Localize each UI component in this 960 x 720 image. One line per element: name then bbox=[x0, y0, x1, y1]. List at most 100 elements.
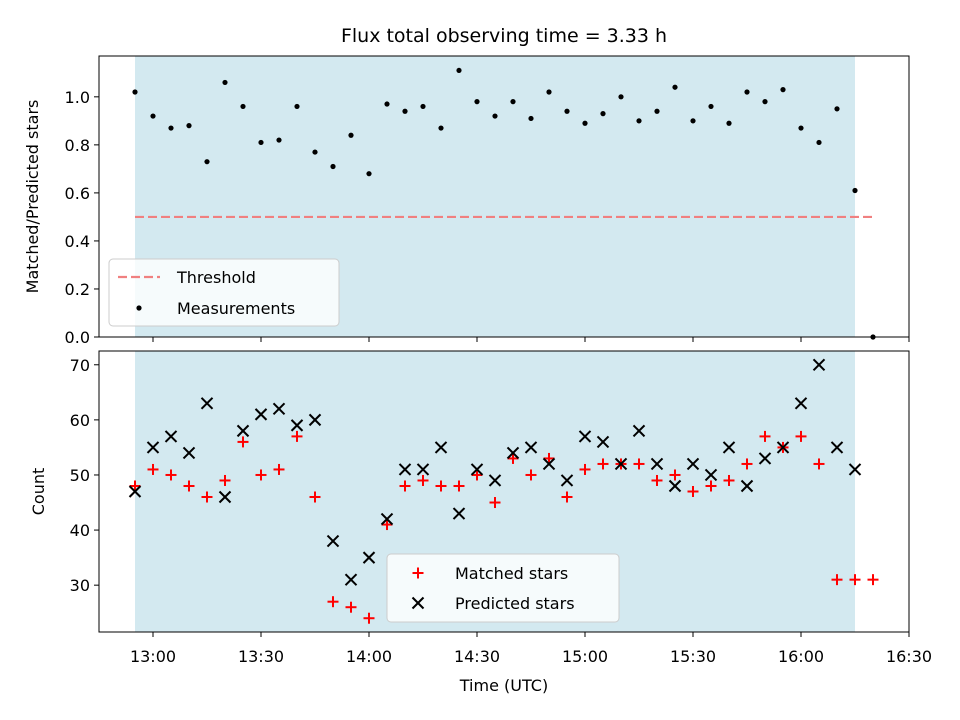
cross-b bbox=[668, 479, 682, 493]
measurement-point bbox=[420, 103, 426, 110]
measurement-point bbox=[726, 120, 732, 126]
cross-b bbox=[596, 435, 610, 449]
top-plot-frame bbox=[98, 55, 910, 338]
legend-predicted-swatch bbox=[411, 596, 425, 610]
cross-b bbox=[362, 551, 376, 564]
cross-b bbox=[146, 441, 160, 454]
measurement-point bbox=[852, 187, 858, 194]
predicted-star-point bbox=[524, 441, 538, 454]
predicted-star-point bbox=[218, 490, 232, 504]
measurement-point bbox=[564, 108, 570, 114]
legend-plus-marker bbox=[412, 567, 424, 579]
cross-b bbox=[488, 474, 502, 487]
matched-star-point bbox=[453, 480, 465, 492]
matched-star-point bbox=[669, 469, 681, 481]
measurement-point bbox=[168, 125, 174, 131]
predicted-star-point bbox=[650, 457, 664, 471]
matched-star-point bbox=[795, 430, 807, 442]
matched-star-point bbox=[867, 574, 879, 586]
measurement-point bbox=[132, 89, 138, 95]
predicted-star-point bbox=[560, 474, 574, 487]
cross-b bbox=[794, 397, 808, 410]
top-panel: Flux total observing time = 3.33 h Match… bbox=[23, 25, 910, 347]
cross-b bbox=[542, 457, 556, 471]
matched-star-point bbox=[525, 469, 537, 481]
matched-star-point bbox=[507, 452, 519, 464]
measurement-point bbox=[618, 94, 624, 100]
matched-star-point bbox=[579, 463, 591, 475]
matched-star-point bbox=[831, 574, 843, 586]
top-y-tick-label: 0.4 bbox=[65, 232, 90, 251]
bottom-y-tick-label: 30 bbox=[70, 576, 90, 595]
measurement-point bbox=[600, 111, 606, 117]
matched-star-point bbox=[273, 463, 285, 475]
predicted-star-point bbox=[596, 435, 610, 449]
predicted-stars-series bbox=[128, 358, 862, 586]
cross-b bbox=[650, 457, 664, 471]
x-tick-label: 15:00 bbox=[562, 647, 608, 666]
top-y-axis: 0.0 0.2 0.4 0.6 0.8 1.0 bbox=[65, 88, 99, 347]
top-y-tick-label: 0.6 bbox=[65, 184, 90, 203]
cross-b bbox=[411, 596, 425, 610]
cross-b bbox=[812, 358, 826, 371]
cross-b bbox=[776, 441, 790, 454]
measurement-point bbox=[708, 103, 714, 110]
top-y-tick-label: 0.0 bbox=[65, 328, 90, 347]
predicted-star-point bbox=[200, 397, 214, 410]
matched-star-point bbox=[489, 497, 501, 509]
predicted-star-point bbox=[686, 457, 700, 471]
matched-star-point bbox=[183, 480, 195, 492]
predicted-star-point bbox=[758, 452, 772, 465]
measurement-point bbox=[762, 99, 768, 105]
legend-predicted-label: Predicted stars bbox=[455, 594, 575, 613]
cross-b bbox=[290, 419, 304, 432]
measurement-point bbox=[294, 103, 300, 110]
measurement-point bbox=[276, 137, 282, 143]
predicted-star-point bbox=[362, 551, 376, 564]
legend-cross-marker bbox=[411, 596, 425, 610]
bottom-legend-box bbox=[386, 553, 620, 623]
top-legend: Threshold Measurements bbox=[108, 258, 340, 327]
predicted-star-point bbox=[578, 430, 592, 443]
predicted-star-point bbox=[128, 485, 142, 498]
predicted-star-point bbox=[722, 441, 736, 454]
measurement-point bbox=[330, 163, 336, 170]
matched-star-point bbox=[363, 612, 375, 624]
matched-star-point bbox=[813, 458, 825, 470]
cross-b bbox=[452, 507, 466, 520]
x-tick-label: 13:00 bbox=[130, 647, 176, 666]
bottom-panel: Count Time (UTC) 30 40 50 60 70 13:00 13:30 14… bbox=[29, 350, 932, 695]
bottom-y-axis: 30 40 50 60 70 bbox=[70, 356, 99, 595]
top-y-axis-label: Matched/Predicted stars bbox=[23, 100, 42, 294]
x-axis-label: Time (UTC) bbox=[459, 676, 548, 695]
predicted-star-point bbox=[488, 474, 502, 487]
predicted-star-point bbox=[632, 424, 646, 438]
measurement-point bbox=[654, 108, 660, 114]
matched-star-point bbox=[399, 480, 411, 492]
measurement-point bbox=[402, 108, 408, 114]
cross-b bbox=[830, 441, 844, 454]
top-legend-box bbox=[108, 258, 340, 327]
measurement-point bbox=[672, 84, 678, 90]
matched-star-point bbox=[633, 458, 645, 470]
cross-b bbox=[236, 424, 250, 438]
cross-b bbox=[128, 485, 142, 498]
measurement-point bbox=[510, 99, 516, 105]
predicted-star-point bbox=[380, 512, 394, 526]
matched-star-point bbox=[687, 486, 699, 497]
measurement-point bbox=[384, 101, 390, 107]
predicted-star-point bbox=[452, 507, 466, 520]
measurement-point bbox=[870, 334, 876, 340]
cross-b bbox=[218, 490, 232, 504]
measurement-point bbox=[816, 139, 822, 146]
predicted-star-point bbox=[470, 463, 484, 476]
matched-star-point bbox=[237, 436, 249, 448]
predicted-star-point bbox=[326, 534, 340, 548]
matched-star-point bbox=[561, 491, 573, 503]
measurement-point bbox=[258, 139, 264, 146]
matched-star-point bbox=[381, 519, 393, 531]
matched-star-point bbox=[417, 474, 429, 486]
bottom-y-tick-label: 70 bbox=[70, 356, 90, 375]
cross-b bbox=[380, 512, 394, 526]
